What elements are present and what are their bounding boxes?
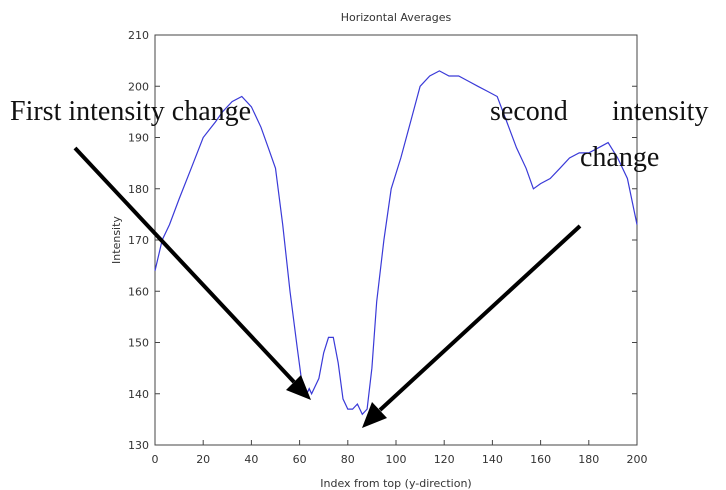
x-tick-label: 0: [152, 453, 159, 466]
y-axis-label: Intensity: [110, 216, 123, 264]
x-tick-label: 160: [530, 453, 551, 466]
y-tick-label: 160: [128, 285, 149, 298]
annotation-change: change: [580, 142, 659, 173]
x-tick-label: 140: [482, 453, 503, 466]
x-tick-label: 60: [293, 453, 307, 466]
y-tick-label: 210: [128, 29, 149, 42]
y-tick-label: 130: [128, 439, 149, 452]
x-tick-label: 120: [434, 453, 455, 466]
x-tick-label: 100: [386, 453, 407, 466]
arrow-first-head: [286, 375, 311, 400]
x-tick-label: 20: [196, 453, 210, 466]
arrow-second-shaft: [378, 224, 582, 412]
annotation-first-intensity-change: First intensity change: [10, 96, 251, 127]
x-tick-label: 200: [627, 453, 648, 466]
y-tick-label: 180: [128, 183, 149, 196]
y-tick-label: 200: [128, 80, 149, 93]
y-tick-label: 140: [128, 388, 149, 401]
x-axis-ticks: 0 20 40 60 80 100 120 140 160 180 200: [152, 440, 648, 466]
x-tick-label: 180: [578, 453, 599, 466]
x-axis-label: Index from top (y-direction): [320, 477, 471, 490]
arrow-second-head: [362, 402, 387, 428]
y-tick-label: 150: [128, 337, 149, 350]
annotation-second: second: [490, 96, 568, 127]
annotation-intensity: intensity: [612, 96, 708, 127]
y-tick-label: 170: [128, 234, 149, 247]
x-tick-label: 40: [244, 453, 258, 466]
y-tick-label: 190: [128, 132, 149, 145]
arrow-second: [362, 224, 582, 428]
x-tick-label: 80: [341, 453, 355, 466]
arrow-first-shaft: [73, 146, 296, 384]
y-axis-ticks: 130 140 150 160 170 180 190 200 210: [128, 29, 637, 452]
arrow-first: [73, 146, 311, 400]
chart-title: Horizontal Averages: [341, 11, 452, 24]
series-line: [154, 70, 638, 416]
